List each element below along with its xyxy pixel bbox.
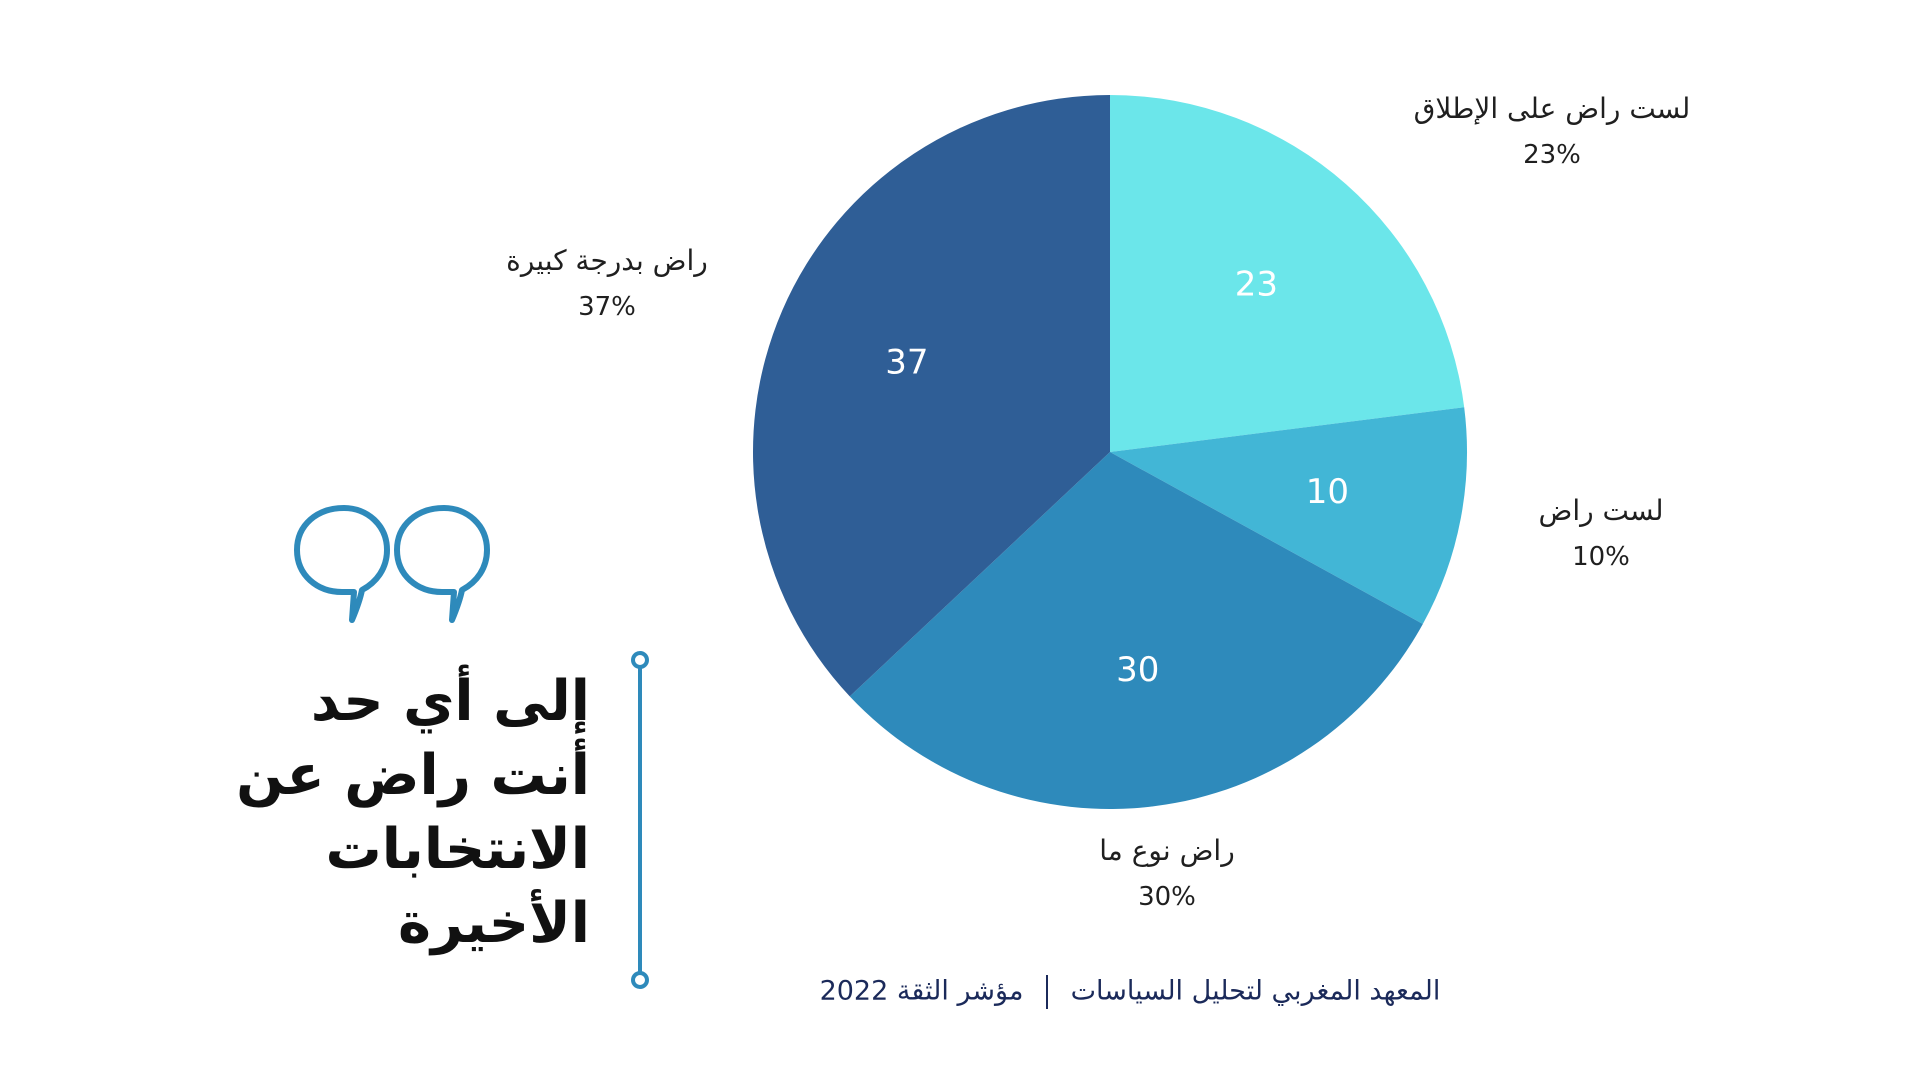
slice-category-label: راض بدرجة كبيرة 37% [506, 238, 708, 330]
pie-slices [753, 95, 1467, 809]
slice-category-label: لست راض على الإطلاق 23% [1414, 86, 1691, 178]
question-line: الانتخابات [325, 817, 591, 882]
slice-category-name: لست راض [1538, 494, 1664, 527]
institute-name: المعهد المغربي لتحليل السياسات [1070, 975, 1441, 1007]
source-footer: المعهد المغربي لتحليل السياسات مؤشر الثق… [780, 975, 1480, 1009]
pie-value-labels: 23 10 30 37 [885, 264, 1349, 690]
slice-value-label: 30 [1116, 650, 1159, 690]
survey-question: إلى أي حد أنت راض عن الانتخابات الأخيرة [236, 665, 590, 961]
footer-separator [1046, 975, 1048, 1009]
slice-category-label: راض نوع ما 30% [1099, 828, 1234, 920]
pie-slice [1110, 95, 1465, 452]
question-line: إلى أي حد [310, 669, 590, 734]
slice-value-label: 23 [1235, 264, 1278, 304]
quote-marks-icon [294, 505, 490, 623]
pie-slice [849, 452, 1423, 809]
question-line: أنت راض عن [236, 743, 590, 808]
slice-percent-label: 30% [1138, 882, 1196, 912]
pie-slice [1110, 407, 1467, 624]
index-name: مؤشر الثقة 2022 [819, 975, 1024, 1007]
question-line: الأخيرة [397, 891, 590, 956]
slice-percent-label: 37% [578, 292, 636, 322]
slice-category-name: لست راض على الإطلاق [1413, 92, 1691, 125]
slice-percent-label: 10% [1572, 542, 1630, 572]
slice-category-label: لست راض 10% [1538, 488, 1663, 580]
slice-percent-label: 23% [1523, 140, 1581, 170]
slice-category-name: راض بدرجة كبيرة [506, 244, 708, 277]
decorative-divider [631, 651, 649, 989]
slice-category-name: راض نوع ما [1099, 834, 1235, 867]
pie-slice [753, 95, 1110, 697]
slice-value-label: 10 [1306, 472, 1349, 512]
slice-value-label: 37 [885, 343, 928, 383]
